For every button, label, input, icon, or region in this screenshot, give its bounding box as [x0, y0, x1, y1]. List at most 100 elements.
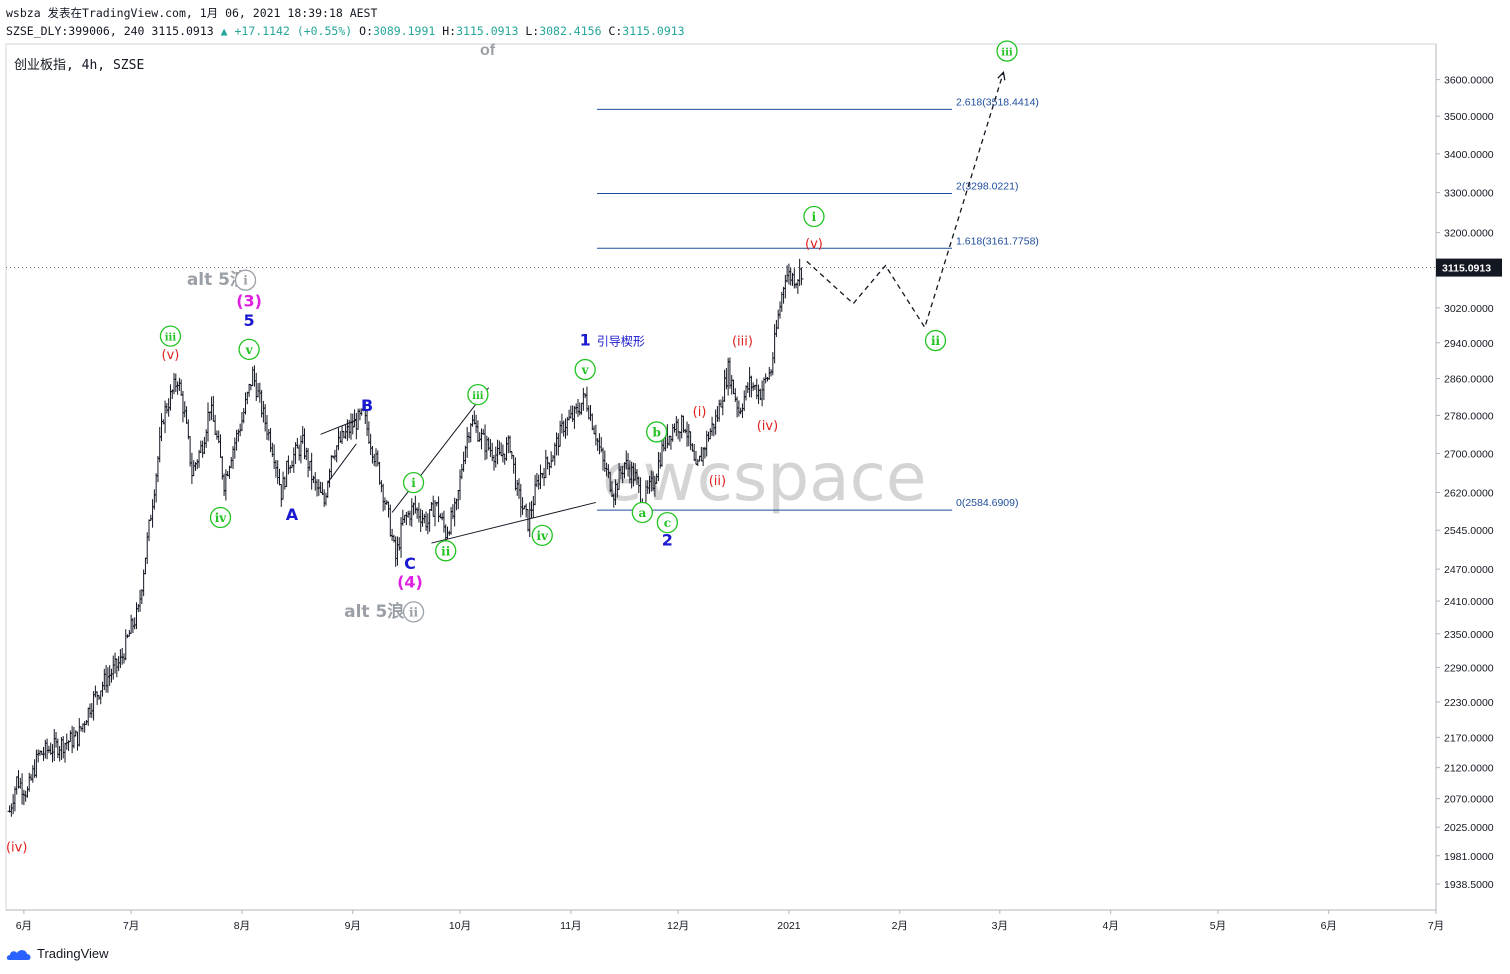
header-change: ▲ +17.1142 (+0.55%) [220, 24, 353, 38]
wave-label: a [638, 506, 646, 520]
y-tick-label: 2410.0000 [1444, 596, 1494, 608]
last-price-tag [1436, 258, 1502, 277]
x-tick-label: 10月 [449, 920, 471, 932]
wave-label: (iii) [732, 335, 753, 350]
wave-label: alt 5浪 [344, 601, 404, 622]
wave-label-circle [924, 329, 947, 352]
y-tick-label: 3400.0000 [1444, 149, 1494, 161]
fib-level-label: 2(3298.0221) [956, 180, 1018, 192]
wave-label: A [286, 505, 299, 524]
high-value: 3115.0913 [456, 24, 519, 38]
wave-label-circle [159, 325, 182, 347]
trend-line [327, 443, 357, 483]
y-tick-label: 2070.0000 [1444, 794, 1494, 806]
y-tick-label: 2620.0000 [1444, 487, 1494, 499]
y-tick-label: 2025.0000 [1444, 822, 1494, 834]
trend-line [391, 387, 490, 513]
header-ohlc-line: SZSE_DLY:399006, 240 3115.0913 ▲ +17.114… [6, 24, 685, 38]
projection-arrowhead [997, 71, 1006, 81]
x-tick-label: 7月 [123, 920, 139, 932]
last-price-label: 3115.0913 [1442, 263, 1491, 275]
x-tick-label: 12月 [667, 920, 689, 932]
tradingview-logo[interactable]: TradingView [6, 946, 109, 961]
x-tick-label: 4月 [1103, 920, 1119, 932]
wave-label: (v) [162, 348, 180, 363]
wave-label: (ii) [709, 474, 726, 489]
wave-label-circle [656, 511, 679, 534]
y-tick-label: 3200.0000 [1444, 228, 1494, 240]
wave-label-circle [531, 524, 553, 546]
wave-label: i [812, 210, 817, 224]
wave-label: iv [215, 511, 228, 525]
wave-label-circle [402, 471, 425, 494]
wave-label: i [243, 274, 248, 288]
x-tick-label: 6月 [16, 920, 32, 932]
wave-label: (4) [397, 572, 423, 591]
y-tick-label: 2350.0000 [1444, 629, 1494, 641]
wave-label: alt 5浪 [187, 269, 247, 290]
wave-label: 5 [244, 311, 255, 330]
wave-label: 1 [580, 331, 591, 350]
wave-label: (iv) [6, 841, 27, 856]
wave-label: C [404, 554, 416, 573]
x-tick-label: 8月 [234, 920, 250, 932]
wave-label: (v) [805, 237, 823, 252]
y-tick-label: 3600.0000 [1444, 75, 1494, 87]
wave-label-circle [996, 40, 1018, 62]
x-tick-label: 6月 [1321, 920, 1337, 932]
y-tick-label: 2290.0000 [1444, 662, 1494, 674]
wave-label: iii [1001, 48, 1013, 59]
wave-label: c [664, 516, 671, 530]
x-tick-label: 2月 [892, 920, 908, 932]
x-tick-label: 9月 [345, 920, 361, 932]
wave-label: (i) [693, 405, 707, 420]
y-tick-label: 2470.0000 [1444, 564, 1494, 576]
wave-label: b [652, 425, 660, 439]
wave-label: i [411, 476, 416, 490]
wave-label: (iv) [757, 419, 778, 434]
stray-of-text: of [480, 42, 496, 59]
open-value: 3089.1991 [373, 24, 436, 38]
tradingview-cloud-icon [6, 949, 31, 960]
close-label: C: [601, 24, 623, 38]
projection-path [806, 72, 1005, 329]
y-tick-label: 1981.0000 [1444, 851, 1494, 863]
wave-label: ii [931, 334, 941, 348]
wave-label-circle [435, 540, 457, 562]
close-value: 3115.0913 [622, 24, 685, 38]
x-tick-label: 2021 [777, 920, 801, 932]
header-publish-line: wsbza 发表在TradingView.com, 1月 06, 2021 18… [6, 6, 378, 20]
wave-label-circle [402, 601, 425, 623]
y-tick-label: 1938.5000 [1444, 879, 1494, 891]
low-value: 3082.4156 [539, 24, 602, 38]
x-tick-label: 3月 [992, 920, 1008, 932]
y-tick-label: 2780.0000 [1444, 410, 1494, 422]
wave-label: v [245, 343, 254, 357]
watermark-text: ewcspace [602, 439, 927, 516]
y-tick-label: 2860.0000 [1444, 374, 1494, 386]
y-tick-label: 3300.0000 [1444, 188, 1494, 200]
y-tick-label: 2230.0000 [1444, 697, 1494, 709]
wave-label-circle [238, 338, 260, 361]
high-label: H: [435, 24, 457, 38]
fib-level-label: 0(2584.6909) [956, 497, 1018, 509]
wave-label-circle [803, 205, 825, 228]
wave-label: iii [472, 391, 484, 402]
header-symbol: SZSE_DLY:399006, 240 3115.0913 [6, 24, 214, 38]
fib-level-label: 1.618(3161.7758) [956, 235, 1039, 247]
wave-label-circle [646, 421, 668, 443]
wave-label-circle [234, 269, 257, 291]
symbol-label: 创业板指, 4h, SZSE [14, 58, 145, 73]
y-tick-label: 2170.0000 [1444, 732, 1494, 744]
x-tick-label: 5月 [1210, 920, 1226, 932]
y-tick-label: 2120.0000 [1444, 763, 1494, 775]
brand-name: TradingView [37, 946, 109, 961]
wave-label: ii [441, 544, 451, 558]
open-label: O: [352, 24, 373, 38]
wave-label: B [361, 396, 373, 415]
wave-label: 2 [662, 530, 673, 549]
x-tick-label: 7月 [1428, 920, 1444, 932]
wave-label: iv [536, 529, 549, 543]
trend-line [431, 501, 596, 544]
